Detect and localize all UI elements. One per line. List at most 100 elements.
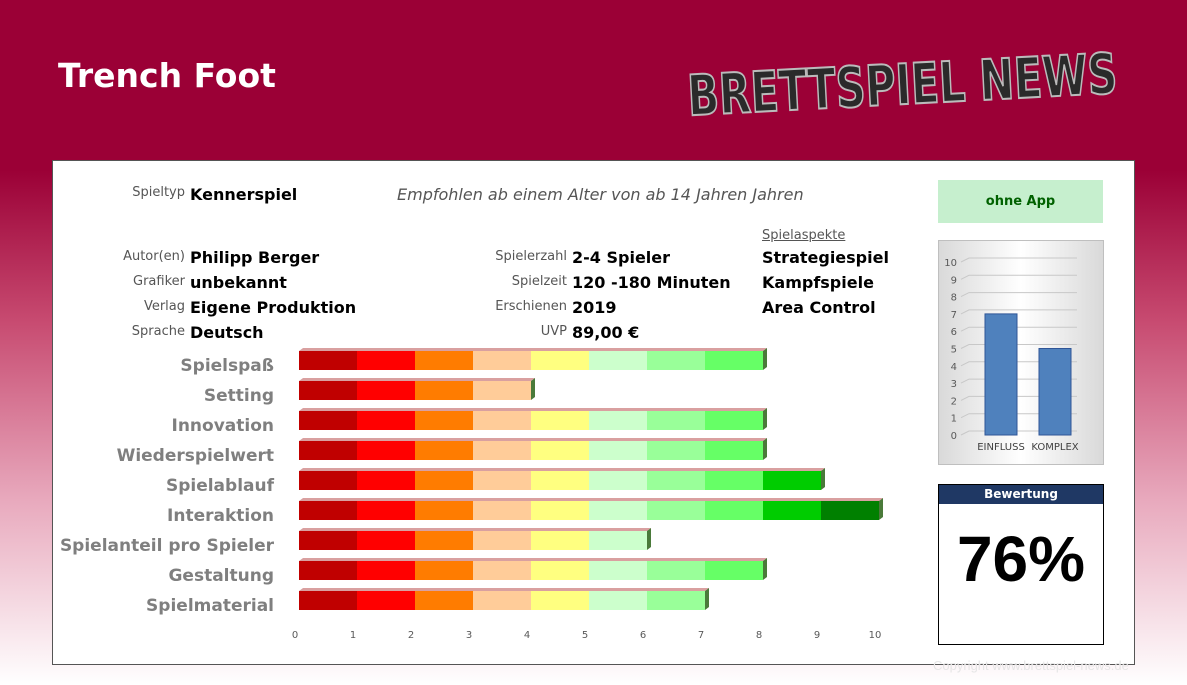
bar-segment	[357, 471, 415, 490]
bar-segment	[357, 411, 415, 430]
uvp-label: UVP	[540, 324, 567, 339]
bar-segment	[705, 471, 763, 490]
bar-top-face	[299, 558, 767, 561]
category-label: Wiederspielwert	[116, 446, 274, 466]
bar-segment	[299, 441, 357, 460]
y-tick-label: 6	[951, 327, 957, 338]
bar-segment	[647, 501, 705, 520]
bar-segment	[357, 531, 415, 550]
logo-wordmark: BRETTSPIEL NEWS	[686, 42, 1119, 128]
bar-segment	[415, 411, 473, 430]
bar-segment	[531, 501, 589, 520]
category-label: Setting	[203, 386, 274, 406]
game-title: Trench Foot	[58, 56, 276, 95]
bar-segment	[705, 411, 763, 430]
x-tick-label: 4	[523, 630, 531, 641]
rating-bar	[299, 408, 767, 430]
gridline	[960, 257, 1077, 263]
category-label: Spielanteil pro Spieler	[59, 536, 274, 556]
spieltyp-value: Kennerspiel	[190, 185, 298, 204]
category-label: Spielmaterial	[146, 596, 274, 616]
x-tick-label: 3	[465, 630, 473, 641]
rating-box: Bewertung 76%	[938, 484, 1104, 645]
bar-side-face	[763, 348, 767, 370]
bar-segment	[705, 501, 763, 520]
erschienen-label: Erschienen	[495, 299, 567, 314]
bar-segment	[473, 351, 531, 370]
gridline	[960, 274, 1077, 280]
spielaspekte-heading: Spielaspekte	[762, 228, 846, 243]
bar-segment	[473, 591, 531, 610]
bar-segment	[589, 561, 647, 580]
mini-chart-svg: 0 1 2 3 4 5 6 7 8 9 10 EINFLUSS KOMPLEX	[944, 257, 1079, 453]
bar-segment	[647, 351, 705, 370]
bar-segment	[647, 411, 705, 430]
x-tick-label: 6	[639, 630, 647, 641]
verlag-label: Verlag	[143, 299, 185, 314]
y-tick-label: 9	[951, 275, 957, 286]
rating-bar	[299, 348, 767, 370]
grafiker-label: Grafiker	[133, 274, 185, 289]
sprache-label: Sprache	[131, 324, 185, 339]
mini-bar	[984, 313, 1018, 436]
bar-segment	[705, 441, 763, 460]
bar-side-face	[647, 528, 651, 550]
bar-segment	[299, 501, 357, 520]
bar-segment	[357, 381, 415, 400]
bar-segment	[473, 561, 531, 580]
rating-bar	[299, 378, 535, 400]
bar-segment	[705, 351, 763, 370]
bar-segment	[589, 531, 647, 550]
bar-segment	[415, 441, 473, 460]
bar-segment	[299, 561, 357, 580]
bar-segment	[531, 561, 589, 580]
bar-segment	[357, 351, 415, 370]
erschienen-value: 2019	[572, 298, 617, 317]
gridline	[960, 326, 1077, 332]
spielzeit-value: 120 -180 Minuten	[572, 273, 731, 292]
rating-bar	[299, 588, 709, 610]
rating-bar	[299, 558, 767, 580]
aspect-item: Area Control	[762, 298, 876, 317]
mini-bar	[1038, 348, 1072, 436]
aspect-item: Kampfspiele	[762, 273, 874, 292]
bar-segment	[589, 591, 647, 610]
influence-complexity-chart: 0 1 2 3 4 5 6 7 8 9 10 EINFLUSS KOMPLEX	[938, 240, 1104, 465]
bar-segment	[647, 441, 705, 460]
bar-segment	[647, 591, 705, 610]
y-tick-label: 8	[951, 293, 957, 304]
gridline	[960, 292, 1077, 298]
x-tick-label: 1	[349, 630, 357, 641]
bar-segment	[357, 501, 415, 520]
x-tick-label: 8	[755, 630, 763, 641]
bar-segment	[473, 531, 531, 550]
bar-segment	[299, 531, 357, 550]
gridline	[960, 309, 1077, 315]
y-tick-label: 7	[951, 310, 957, 321]
bar-segment	[531, 591, 589, 610]
aspect-item: Strategiespiel	[762, 248, 889, 267]
bar-side-face	[705, 588, 709, 610]
app-requirement-badge: ohne App	[938, 180, 1103, 223]
brettspiel-news-logo: BRETTSPIEL NEWS	[685, 41, 1120, 128]
spielzeit-label: Spielzeit	[511, 274, 567, 289]
bar-segment	[299, 411, 357, 430]
bar-side-face	[879, 498, 883, 520]
y-tick-label: 0	[951, 431, 957, 442]
bar-segment	[531, 351, 589, 370]
bar-segment	[357, 441, 415, 460]
x-category-label: EINFLUSS	[977, 442, 1025, 453]
bar-segment	[415, 531, 473, 550]
bar-top-face	[299, 438, 767, 441]
bar-segment	[763, 471, 821, 490]
bar-side-face	[763, 408, 767, 430]
bar-segment	[415, 591, 473, 610]
bar-segment	[705, 561, 763, 580]
y-tick-label: 1	[951, 414, 957, 425]
y-tick-label: 10	[944, 258, 957, 269]
grafiker-value: unbekannt	[190, 273, 287, 292]
bar-segment	[473, 441, 531, 460]
rating-bar	[299, 528, 651, 550]
bar-segment	[299, 591, 357, 610]
category-label: Spielablauf	[165, 476, 274, 496]
